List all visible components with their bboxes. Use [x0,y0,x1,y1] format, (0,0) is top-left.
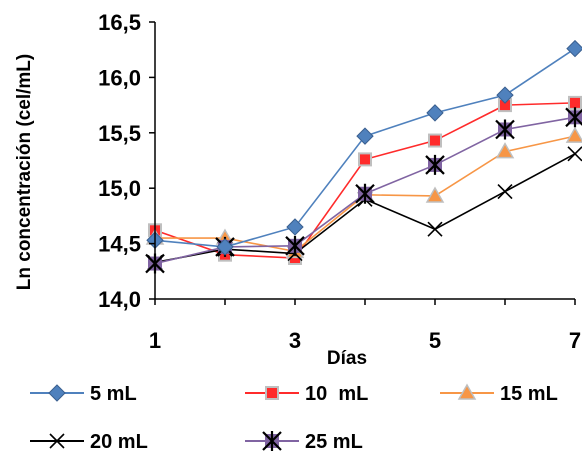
y-tick-label: 14,5 [98,232,141,257]
x-axis-title: Días [327,348,367,369]
series-10ml [148,95,582,266]
data-point [565,126,582,143]
data-point [568,95,582,110]
y-tick-label: 16,5 [98,10,141,35]
legend-swatch-marker [262,431,282,451]
x-tick-label: 1 [149,328,161,353]
legend-label: 15 mL [500,383,558,405]
legend-swatch-marker [49,433,65,449]
x-tick-label: 7 [569,328,581,353]
data-point [286,218,304,236]
x-tick-label: 3 [289,328,301,353]
data-point [426,104,444,122]
data-point [497,183,513,200]
legend-item: 25 mL [245,431,363,453]
data-point [285,235,305,256]
data-point [565,107,582,128]
legend-item: 5 mL [30,383,137,405]
y-tick-label: 14,0 [98,287,141,312]
legend-label: 20 mL [90,431,148,453]
legend-swatch-marker [48,384,66,402]
x-axis-ticks: 1 3 5 7 [149,299,581,353]
legend-label: 5 mL [90,383,137,405]
legend-label: 10 mL [305,383,368,405]
data-point [358,152,372,167]
data-point [216,238,234,256]
data-point [425,186,445,203]
data-point [428,133,442,148]
y-tick-label: 16,0 [98,65,141,90]
y-axis-ticks: 14,0 14,5 15,0 15,5 16,0 16,5 [98,10,155,312]
y-axis-title: Ln concentración (cel/mL) [14,54,35,290]
legend-item: 20 mL [30,431,148,453]
series-5ml [146,39,582,256]
data-point [567,146,582,162]
legend-swatch-marker [265,386,279,400]
plot-series-group [145,39,582,274]
y-tick-label: 15,5 [98,121,141,146]
legend-label: 25 mL [305,431,363,453]
legend-item: 10 mL [245,383,368,405]
data-point [425,154,445,175]
data-point [355,183,375,204]
legend-item: 15 mL [440,383,558,405]
data-point [495,142,515,159]
data-point [496,86,514,104]
series-line [154,47,576,248]
data-point [356,127,374,145]
data-point [566,39,582,58]
x-tick-label: 5 [429,328,441,353]
y-tick-label: 15,0 [98,176,141,201]
legend-swatch-marker [457,383,477,400]
data-point [427,221,443,237]
data-point [495,119,515,140]
legend: 5 mL 10 mL 15 mL 20 mL 25 mL [30,383,558,453]
